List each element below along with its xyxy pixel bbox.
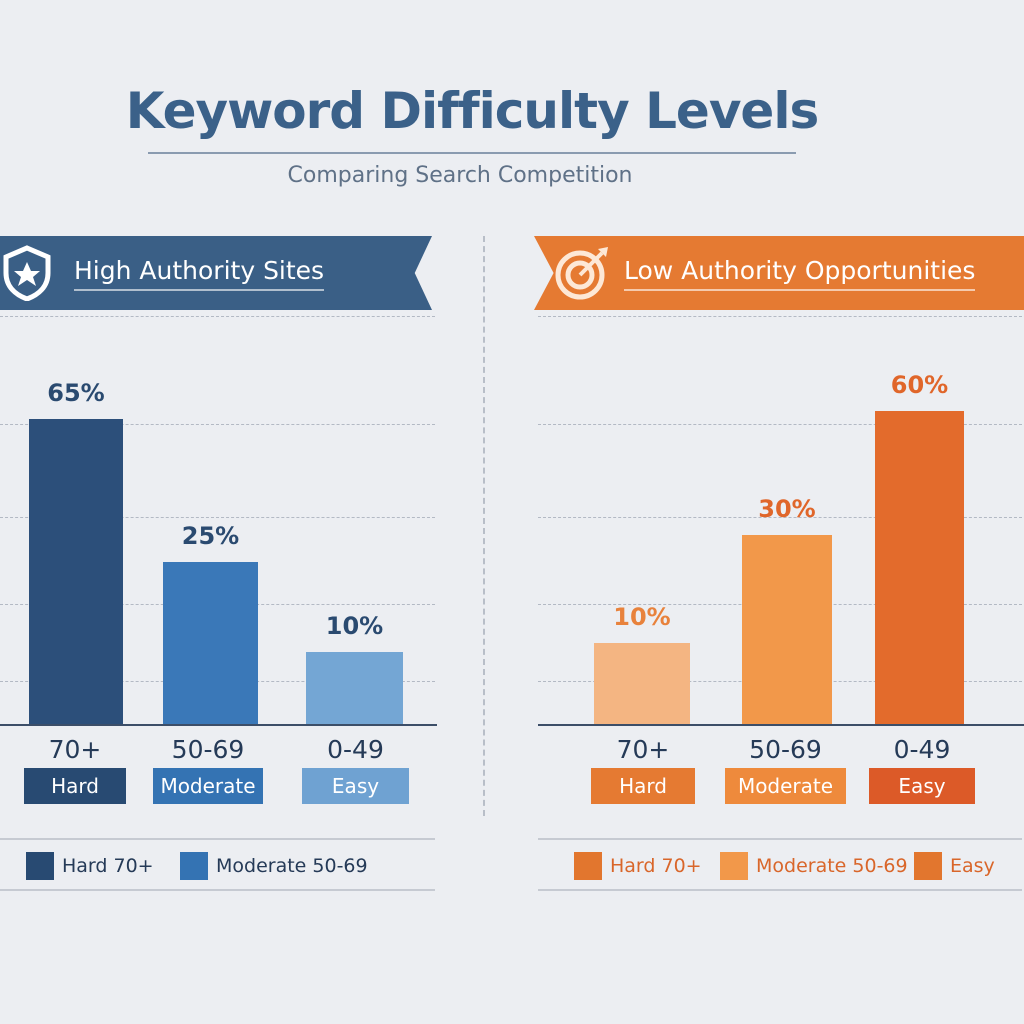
legend-swatch [914, 852, 942, 880]
bar-50-69 [742, 535, 832, 724]
panel-divider [483, 236, 485, 816]
legend-rule [0, 838, 435, 840]
gridline [538, 517, 1022, 518]
category-label: 50-69 [171, 735, 245, 764]
panel-title: High Authority Sites [74, 256, 325, 291]
chart-subtitle: Comparing Search Competition [287, 163, 633, 188]
bar-70+ [29, 419, 123, 724]
legend-item: Hard 70+ [574, 852, 702, 880]
x-axis-baseline [0, 724, 437, 726]
gridline [0, 316, 435, 317]
legend-label: Easy [950, 855, 995, 877]
legend-item: Moderate 50-69 [720, 852, 908, 880]
data-label: 60% [890, 371, 949, 399]
x-axis-baseline [538, 724, 1024, 726]
title-underline [148, 152, 796, 154]
legend-item: Moderate 50-69 [180, 852, 368, 880]
bar-70+ [594, 643, 690, 724]
data-label: 10% [325, 612, 384, 640]
data-label: 65% [47, 379, 105, 407]
legend-swatch [574, 852, 602, 880]
bar-50-69 [163, 562, 258, 724]
chart-title: Keyword Difficulty Levels [125, 82, 820, 140]
legend-label: Moderate 50-69 [216, 855, 368, 877]
legend-item: Easy [914, 852, 995, 880]
legend-rule [0, 889, 435, 891]
difficulty-badge: Moderate [153, 768, 263, 804]
difficulty-badge: Moderate [725, 768, 846, 804]
difficulty-badge: Easy [869, 768, 975, 804]
data-label: 25% [181, 522, 240, 550]
gridline [0, 517, 435, 518]
legend-swatch [180, 852, 208, 880]
category-label: 70+ [616, 735, 670, 764]
legend-label: Moderate 50-69 [756, 855, 908, 877]
legend-swatch [26, 852, 54, 880]
bar-0-49 [875, 411, 964, 724]
data-label: 30% [758, 495, 816, 523]
difficulty-badge: Hard [591, 768, 695, 804]
category-label: 70+ [48, 735, 102, 764]
legend-rule [538, 889, 1022, 891]
gridline [0, 424, 435, 425]
legend-label: Hard 70+ [62, 855, 154, 877]
category-label: 0-49 [327, 735, 384, 764]
legend-label: Hard 70+ [610, 855, 702, 877]
legend-item: Hard 70+ [26, 852, 154, 880]
bar-0-49 [306, 652, 403, 724]
gridline [538, 424, 1022, 425]
difficulty-badge: Easy [302, 768, 409, 804]
category-label: 0-49 [893, 735, 951, 764]
panel-banner-high-authority: High Authority Sites [0, 236, 432, 310]
gridline [538, 316, 1022, 317]
target-arrow-icon [555, 247, 608, 300]
category-label: 50-69 [749, 735, 822, 764]
panel-banner-low-authority: Low Authority Opportunities [534, 236, 1024, 310]
difficulty-badge: Hard [24, 768, 126, 804]
data-label: 10% [613, 603, 671, 631]
panel-title: Low Authority Opportunities [624, 256, 976, 291]
shield-star-icon [3, 245, 51, 301]
legend-rule [538, 838, 1022, 840]
legend-swatch [720, 852, 748, 880]
